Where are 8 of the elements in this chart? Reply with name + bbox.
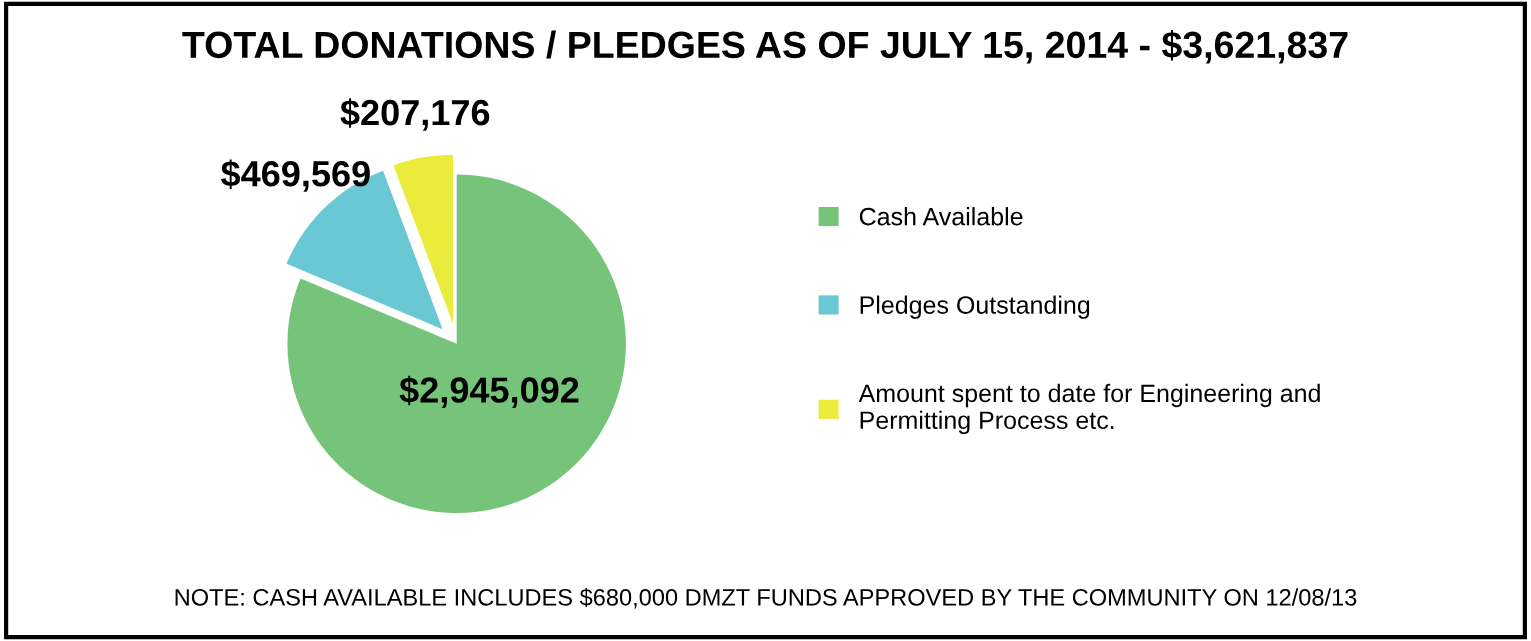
legend-label: Amount spent to date for Engineering and Permitting Process etc.	[858, 383, 1320, 435]
legend-label: Cash Available	[859, 207, 1023, 226]
data-label: $469,569	[221, 159, 370, 192]
data-label: $207,176	[340, 98, 490, 131]
chart-title: TOTAL DONATIONS / PLEDGES AS OF JULY 15, 2014 - $3,621,837	[182, 29, 1348, 64]
data-label: $2,945,092	[399, 375, 579, 409]
legend-label: Pledges Outstanding	[860, 295, 1090, 319]
text: NOTE: CASH AVAILABLE INCLUDES $680,000 DMZT FUNDS APPROVED BY THE COMMUNITY ON 12/08/13	[175, 587, 1357, 609]
